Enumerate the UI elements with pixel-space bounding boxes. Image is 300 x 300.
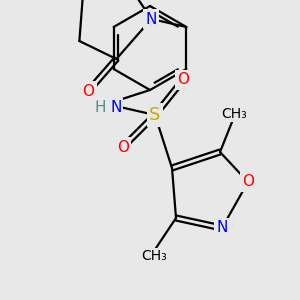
Text: O: O xyxy=(82,83,94,98)
Text: N: N xyxy=(146,11,157,26)
Text: O: O xyxy=(117,140,129,154)
Text: CH₃: CH₃ xyxy=(221,107,247,121)
Text: O: O xyxy=(242,175,254,190)
Text: N: N xyxy=(110,100,122,115)
Text: CH₃: CH₃ xyxy=(141,249,167,263)
Text: N: N xyxy=(216,220,228,236)
Text: H: H xyxy=(94,100,106,115)
Text: O: O xyxy=(177,73,189,88)
Text: S: S xyxy=(149,106,161,124)
